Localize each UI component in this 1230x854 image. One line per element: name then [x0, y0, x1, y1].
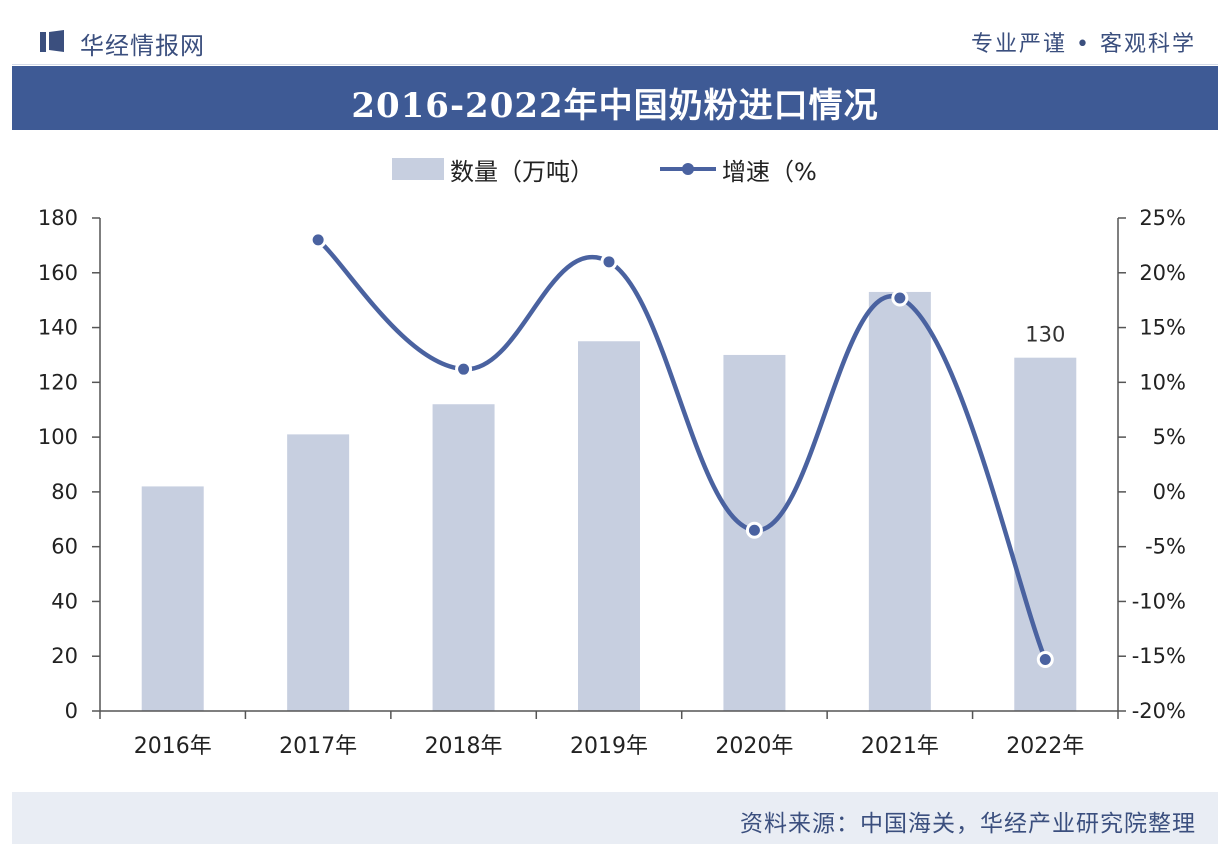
x-tick-label-5: 2021年 [861, 734, 939, 759]
x-tick-label-6: 2022年 [1006, 734, 1084, 759]
y-right-tick-label-9: 25% [1139, 206, 1186, 230]
y-left-tick-label-0: 0 [65, 699, 78, 723]
legend-label-growth: 增速（% [722, 158, 817, 186]
growth-point-1 [309, 231, 327, 249]
y-left-tick-label-1: 20 [51, 644, 78, 668]
title-bar: 2016-2022年中国奶粉进口情况 [12, 66, 1218, 130]
y-left-tick-label-2: 40 [51, 589, 78, 613]
y-left-tick-label-3: 60 [51, 535, 78, 559]
y-left-tick-label-7: 140 [38, 316, 78, 340]
bar-1 [287, 434, 350, 711]
growth-point-6 [1036, 651, 1054, 669]
y-right-tick-label-3: -5% [1145, 535, 1186, 559]
y-right-tick-label-8: 20% [1139, 261, 1186, 285]
header: 华经情报网 专业严谨 • 客观科学 [12, 12, 1218, 65]
y-right-tick-label-6: 10% [1139, 370, 1186, 394]
growth-point-4 [745, 521, 763, 539]
legend-swatch-line [660, 163, 716, 175]
brand-logo-icon [40, 30, 64, 52]
growth-point-2 [455, 360, 473, 378]
growth-point-3 [600, 253, 618, 271]
growth-point-5 [891, 289, 909, 307]
growth-line [316, 238, 1048, 661]
y-left-tick-label-4: 80 [51, 480, 78, 504]
tagline: 专业严谨 • 客观科学 [971, 32, 1196, 57]
bar-5 [868, 291, 931, 711]
y-right-tick-label-5: 5% [1153, 425, 1186, 449]
y-right-tick-label-1: -15% [1132, 644, 1186, 668]
brand-name: 华经情报网 [80, 32, 205, 60]
data-label-0: 130 [1025, 323, 1065, 347]
x-tick-label-1: 2017年 [279, 734, 357, 759]
bar-3 [578, 341, 640, 711]
y-right-tick-label-0: -20% [1132, 699, 1186, 723]
y-left-tick-label-5: 100 [38, 425, 78, 449]
legend: 数量（万吨） 增速（% [0, 148, 1230, 188]
y-right-tick-label-7: 15% [1139, 316, 1186, 340]
x-tick-label-2: 2018年 [425, 734, 503, 759]
x-tick-label-4: 2020年 [715, 734, 793, 759]
x-tick-label-0: 2016年 [134, 734, 212, 759]
source-bar: 资料来源：中国海关，华经产业研究院整理 [12, 792, 1218, 844]
y-right-tick-label-2: -10% [1132, 589, 1186, 613]
bar-2 [432, 404, 495, 711]
bar-0 [141, 486, 204, 711]
y-right-tick-label-4: 0% [1153, 480, 1186, 504]
y-left-tick-label-9: 180 [38, 206, 78, 230]
legend-label-quantity: 数量（万吨） [450, 158, 594, 186]
y-left-tick-label-6: 120 [38, 370, 78, 394]
y-left-tick-label-8: 160 [38, 261, 78, 285]
x-tick-label-3: 2019年 [570, 734, 648, 759]
legend-swatch-bar [392, 158, 444, 180]
source-note: 资料来源：中国海关，华经产业研究院整理 [740, 811, 1196, 837]
chart-title: 2016-2022年中国奶粉进口情况 [351, 86, 879, 126]
